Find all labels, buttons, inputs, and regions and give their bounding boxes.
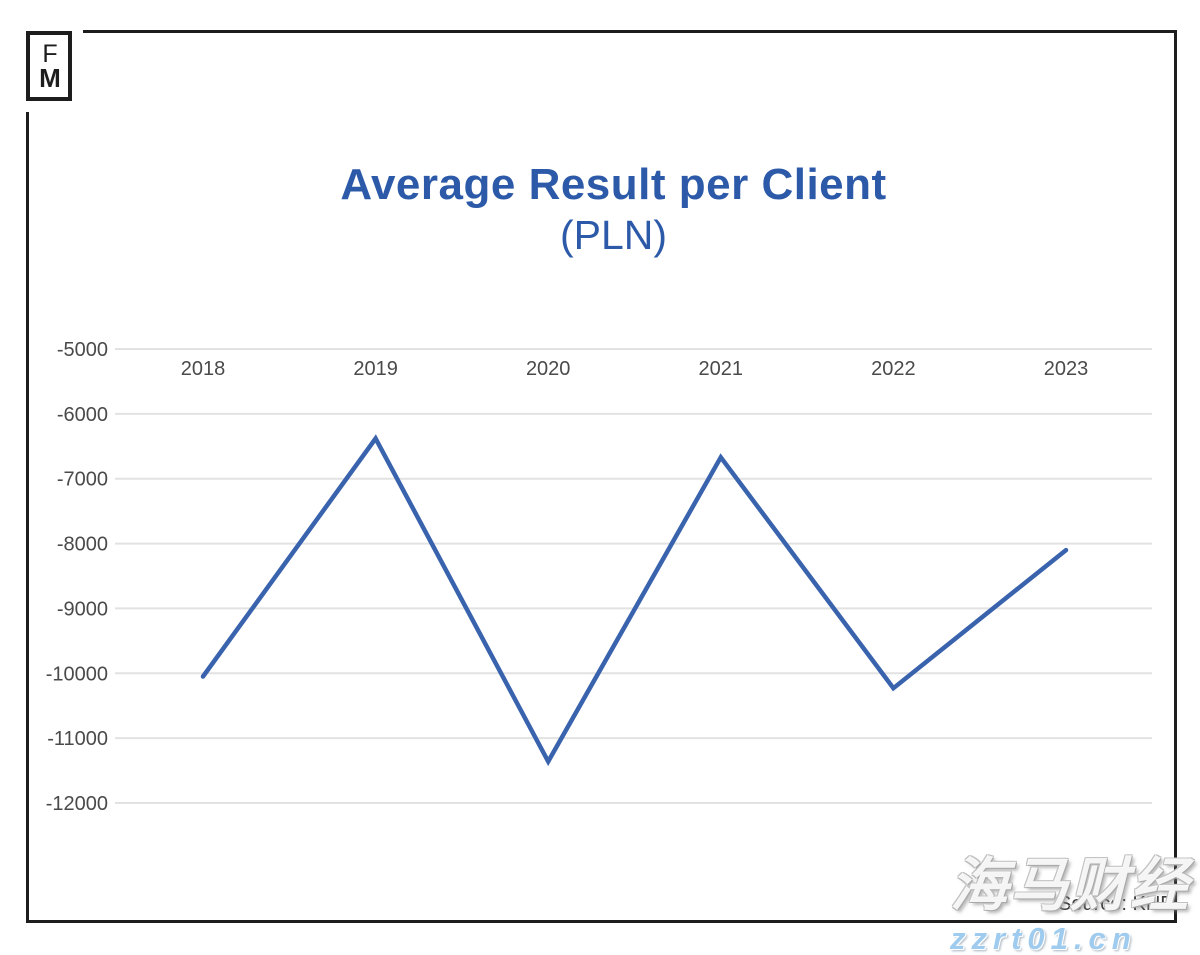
y-tick-label: -11000 <box>47 728 108 750</box>
y-tick-label: -6000 <box>57 404 108 426</box>
fm-logo-box: F M <box>26 31 72 101</box>
chart-title: Average Result per Client <box>340 160 887 209</box>
x-tick-label: 2021 <box>699 358 744 380</box>
y-tick-label: -10000 <box>46 663 108 685</box>
x-tick-label: 2022 <box>871 358 916 380</box>
y-tick-label: -9000 <box>57 598 108 620</box>
data-series-line <box>200 434 1069 767</box>
x-tick-label: 2023 <box>1044 358 1089 380</box>
x-tick-label: 2018 <box>181 358 226 380</box>
y-tick-label: -8000 <box>57 534 108 556</box>
source-label: Source: KNF <box>1058 893 1173 915</box>
y-tick-label: -7000 <box>57 469 108 491</box>
x-tick-label: 2019 <box>353 358 398 380</box>
y-tick-label: -12000 <box>46 793 108 815</box>
chart-title-unit: (PLN) <box>559 212 668 258</box>
chart-frame-border <box>26 30 1177 923</box>
fm-logo: F M <box>15 20 83 112</box>
fm-logo-letter-m: M <box>39 63 61 93</box>
x-tick-label: 2020 <box>526 358 571 380</box>
chart-title-block: Average Result per Client (PLN) <box>38 160 1189 260</box>
y-tick-label: -5000 <box>57 339 108 361</box>
fm-logo-letter-f: F <box>42 40 58 68</box>
